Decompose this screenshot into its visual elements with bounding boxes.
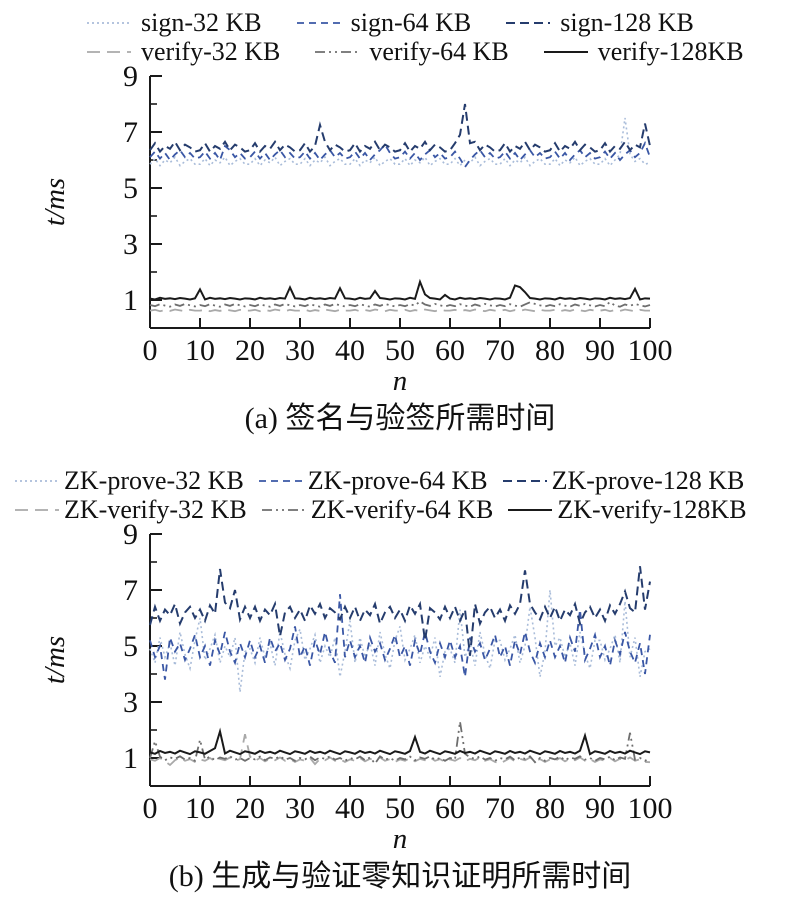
series-line-sign-32-kb <box>149 117 651 167</box>
y-tick-label: 5 <box>123 630 138 663</box>
legend-item-sign-32-kb: sign-32 KB <box>86 7 262 37</box>
x-tick-label: 70 <box>485 334 515 366</box>
legend-label: ZK-verify-128KB <box>557 494 747 524</box>
legend-item-zk-verify-128kb: ZK-verify-128KB <box>507 494 747 524</box>
y-tick-label: 5 <box>123 172 138 205</box>
y-tick-label: 7 <box>123 116 138 149</box>
legend-sample-line <box>543 50 588 53</box>
x-tick-label: 90 <box>585 334 615 366</box>
y-axis-title: t/ms <box>39 178 71 226</box>
series-line-zk-verify-64-kb <box>149 721 651 766</box>
x-tick-label: 50 <box>385 792 415 824</box>
legend-sample-line <box>502 479 547 482</box>
legend-item-zk-prove-128-kb: ZK-prove-128 KB <box>502 465 745 495</box>
legend-item-zk-verify-32-kb: ZK-verify-32 KB <box>14 494 247 524</box>
legend-sample-line <box>15 508 59 511</box>
x-tick-label: 0 <box>143 792 158 824</box>
y-tick-label: 9 <box>123 66 138 93</box>
x-tick-label: 70 <box>485 792 515 824</box>
legend-label: verify-32 KB <box>141 36 281 66</box>
legend-b: ZK-prove-32 KB ZK-prove-64 KB ZK-prove-128… <box>0 456 800 524</box>
legend-item-zk-prove-64-kb: ZK-prove-64 KB <box>258 465 488 495</box>
legend-label: verify-128KB <box>597 36 744 66</box>
y-tick-label: 1 <box>123 284 138 317</box>
legend-sample-line <box>87 50 131 53</box>
series-line-zk-prove-128-kb <box>149 566 651 656</box>
x-tick-label: 100 <box>628 792 673 824</box>
legend-label: ZK-prove-64 KB <box>307 465 488 495</box>
legend-a: sign-32 KB sign-64 KB sign-128 KB verify-32… <box>0 0 800 66</box>
legend-label: sign-128 KB <box>560 7 694 37</box>
legend-sample-line <box>261 508 306 511</box>
chart-a-block: sign-32 KB sign-64 KB sign-128 KB verify-32… <box>0 0 800 442</box>
x-tick-label: 30 <box>285 792 315 824</box>
x-tick-label: 10 <box>185 792 215 824</box>
legend-label: ZK-prove-32 KB <box>64 465 244 495</box>
chart-a-xlabel: n <box>392 365 408 397</box>
y-tick-label: 7 <box>123 574 138 607</box>
legend-sample-line <box>15 479 59 482</box>
legend-item-sign-128-kb: sign-128 KB <box>505 7 694 37</box>
legend-label: ZK-verify-32 KB <box>64 494 247 524</box>
x-tick-label: 20 <box>235 334 265 366</box>
legend-sample-line <box>508 508 553 511</box>
y-tick-label: 3 <box>123 686 138 719</box>
legend-item-zk-prove-32-kb: ZK-prove-32 KB <box>14 465 244 495</box>
chart-b-block: ZK-prove-32 KB ZK-prove-64 KB ZK-prove-128… <box>0 456 800 900</box>
legend-row: ZK-prove-32 KB ZK-prove-64 KB ZK-prove-128… <box>14 466 800 495</box>
series-line-sign-64-kb <box>149 140 651 169</box>
legend-sample-line <box>506 21 551 24</box>
legend-item-verify-128kb: verify-128KB <box>543 36 744 66</box>
series-line-zk-verify-32-kb <box>149 734 651 767</box>
x-tick-label: 40 <box>335 334 365 366</box>
x-tick-label: 50 <box>385 334 415 366</box>
y-tick-label: 9 <box>123 524 138 551</box>
series-line-zk-prove-32-kb <box>149 589 651 693</box>
legend-sample-line <box>315 50 360 53</box>
legend-row: ZK-verify-32 KB ZK-verify-64 KB ZK-verify-… <box>14 495 800 524</box>
chart-b-xlabel: n <box>392 823 408 855</box>
y-tick-label: 1 <box>123 742 138 775</box>
legend-label: ZK-verify-64 KB <box>310 494 494 524</box>
legend-item-verify-64-kb: verify-64 KB <box>314 36 509 66</box>
x-tick-label: 100 <box>628 334 673 366</box>
legend-sample-line <box>296 21 341 24</box>
legend-label: ZK-prove-128 KB <box>551 465 745 495</box>
y-axis-title: t/ms <box>39 636 71 684</box>
legend-label: verify-64 KB <box>369 36 509 66</box>
legend-sample-line <box>258 479 303 482</box>
chart-a-caption: (a) 签名与验签所需时间 <box>244 402 556 435</box>
series-line-sign-128-kb <box>149 103 651 154</box>
x-tick-label: 80 <box>535 334 565 366</box>
legend-item-verify-32-kb: verify-32 KB <box>86 36 281 66</box>
chart-b-caption: (b) 生成与验证零知识证明所需时间 <box>168 860 632 893</box>
x-tick-label: 80 <box>535 792 565 824</box>
x-tick-label: 10 <box>185 334 215 366</box>
legend-label: sign-32 KB <box>141 7 262 37</box>
x-tick-label: 60 <box>435 334 465 366</box>
x-tick-label: 30 <box>285 334 315 366</box>
series-line-verify-64-kb <box>149 300 651 308</box>
series-line-zk-verify-128kb <box>149 727 651 756</box>
x-tick-label: 90 <box>585 792 615 824</box>
y-tick-label: 3 <box>123 228 138 261</box>
x-tick-label: 60 <box>435 792 465 824</box>
legend-row: verify-32 KB verify-64 KB verify-128KB <box>86 37 800 66</box>
legend-sample-line <box>87 21 131 24</box>
legend-row: sign-32 KB sign-64 KB sign-128 KB <box>86 8 800 37</box>
x-tick-label: 40 <box>335 792 365 824</box>
series-line-verify-32-kb <box>149 308 650 313</box>
spacer <box>0 442 800 456</box>
legend-item-zk-verify-64-kb: ZK-verify-64 KB <box>261 494 494 524</box>
x-tick-label: 20 <box>235 792 265 824</box>
legend-item-sign-64-kb: sign-64 KB <box>296 7 472 37</box>
legend-label: sign-64 KB <box>350 7 472 37</box>
series-line-verify-128kb <box>149 278 651 301</box>
x-tick-label: 0 <box>143 334 158 366</box>
